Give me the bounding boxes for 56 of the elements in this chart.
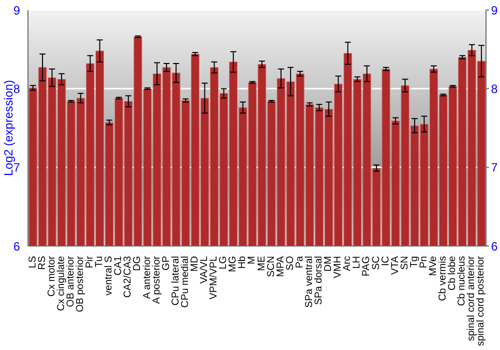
x-tick-label: ME: [256, 256, 268, 271]
x-tick-label: Pir: [84, 255, 96, 268]
x-tick-label: A anterior: [142, 255, 153, 299]
x-tick-label: OB posterior: [74, 255, 86, 312]
x-tick-label: spinal cord posterior: [476, 255, 487, 346]
x-tick-label: M: [246, 256, 258, 264]
x-tick-label: MVe: [428, 256, 440, 276]
x-tick-label: MG: [228, 256, 239, 272]
x-tick-label: SN: [399, 256, 410, 270]
x-tick-label: Hb: [237, 256, 248, 269]
y-axis-title: Log2 (expression): [1, 80, 16, 176]
x-tick-label: Cx motor: [46, 255, 58, 297]
y2-tick-label: 7: [491, 160, 498, 175]
x-tick-label: RS: [36, 256, 48, 270]
x-tick-label: LG: [218, 256, 230, 270]
x-tick-label: MD: [189, 256, 200, 272]
x-tick-label: DG: [132, 256, 144, 271]
x-tick-label: CA1: [113, 256, 124, 276]
y-tick-label: 9: [13, 3, 20, 18]
x-tick-label: VA/VL: [199, 256, 210, 284]
y2-tick-label: 6: [491, 239, 498, 254]
x-tick-label: Cb vermis: [438, 256, 449, 302]
x-tick-label: SO: [284, 256, 296, 270]
x-tick-label: IC: [380, 256, 392, 266]
x-tick-label: VMH: [332, 256, 344, 278]
x-tick-label: SPa dorsal: [314, 256, 325, 305]
y2-tick-label: 8: [491, 82, 498, 96]
x-tick-label: Pn: [418, 256, 430, 268]
y-tick-label: 7: [13, 160, 20, 175]
x-tick-label: Cb nucleus: [456, 256, 468, 306]
x-tick-label: GP: [160, 256, 172, 270]
x-tick-label: SC: [370, 256, 382, 270]
x-tick-label: OB anterior: [65, 255, 76, 308]
x-tick-label: LS: [27, 256, 38, 268]
x-tick-label: ventral S: [104, 256, 115, 296]
x-tick-label: MPA: [275, 256, 286, 277]
x-tick-label: PAG: [361, 256, 372, 276]
x-tick-label: A posterior: [151, 255, 162, 304]
x-tick-label: DM: [323, 256, 334, 272]
x-tick-label: spinal cord anterior: [466, 255, 478, 342]
x-tick-label: Cx cingulate: [56, 256, 67, 312]
y2-tick-label: 9: [491, 3, 498, 18]
x-tick-label: Tu: [94, 256, 106, 268]
x-tick-label: SPa ventral: [304, 256, 315, 308]
x-tick-label: CPu lateral: [170, 256, 182, 306]
x-tick-label: CA2/CA3: [122, 256, 134, 298]
x-tick-label: Cb lobe: [447, 256, 458, 290]
x-tick-label: VPM/VPL: [208, 256, 220, 300]
x-tick-label: Pa: [294, 256, 306, 268]
x-tick-label: LH: [352, 256, 363, 269]
x-tick-label: VTA: [390, 256, 401, 275]
x-tick-label: Arc: [342, 256, 354, 271]
x-tick-label: Tg: [408, 256, 420, 268]
y-tick-label: 6: [13, 239, 20, 254]
x-tick-label: CPu medial: [180, 256, 191, 308]
x-tick-label: SCN: [266, 256, 277, 278]
